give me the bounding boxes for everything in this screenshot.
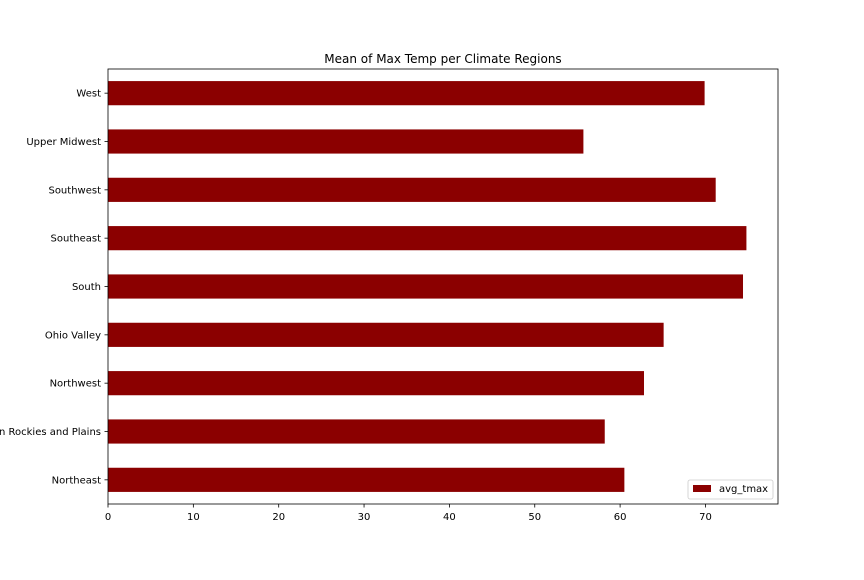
y-tick-label: Ohio Valley — [45, 330, 101, 341]
bar-upper-midwest — [108, 129, 584, 154]
bar-northern-rockies-and-plains — [108, 419, 605, 444]
x-axis: 0 10 20 30 40 50 60 70 — [105, 504, 712, 523]
y-tick-label: Upper Midwest — [26, 137, 101, 148]
chart-title: Mean of Max Temp per Climate Regions — [324, 52, 561, 66]
x-tick-label: 50 — [528, 512, 541, 523]
x-tick-label: 70 — [699, 512, 712, 523]
bars-layer — [108, 81, 747, 492]
y-tick-label: Southwest — [48, 185, 101, 196]
x-tick-label: 0 — [105, 512, 111, 523]
bar-west — [108, 81, 705, 106]
legend-frame — [687, 479, 774, 500]
legend-swatch — [693, 485, 711, 492]
y-tick-label: Northwest — [50, 379, 102, 390]
bar-ohio-valley — [108, 322, 664, 347]
y-tick-label: Northeast — [52, 475, 101, 486]
bar-northwest — [108, 371, 644, 396]
x-tick-label: 40 — [443, 512, 456, 523]
y-tick-label: Northern Rockies and Plains — [0, 427, 101, 438]
y-tick-label: West — [76, 89, 101, 100]
x-tick-label: 10 — [187, 512, 200, 523]
y-axis: Northeast Northern Rockies and Plains Nort… — [0, 89, 108, 486]
y-tick-label: Southeast — [51, 234, 102, 245]
x-tick-label: 30 — [358, 512, 371, 523]
x-tick-label: 20 — [272, 512, 285, 523]
bar-south — [108, 274, 744, 299]
bar-southeast — [108, 226, 747, 251]
y-tick-label: South — [72, 282, 101, 293]
bar-northeast — [108, 467, 625, 492]
legend: avg_tmax — [687, 479, 774, 500]
legend-label: avg_tmax — [719, 484, 768, 495]
bar-southwest — [108, 177, 716, 202]
x-tick-label: 60 — [614, 512, 627, 523]
